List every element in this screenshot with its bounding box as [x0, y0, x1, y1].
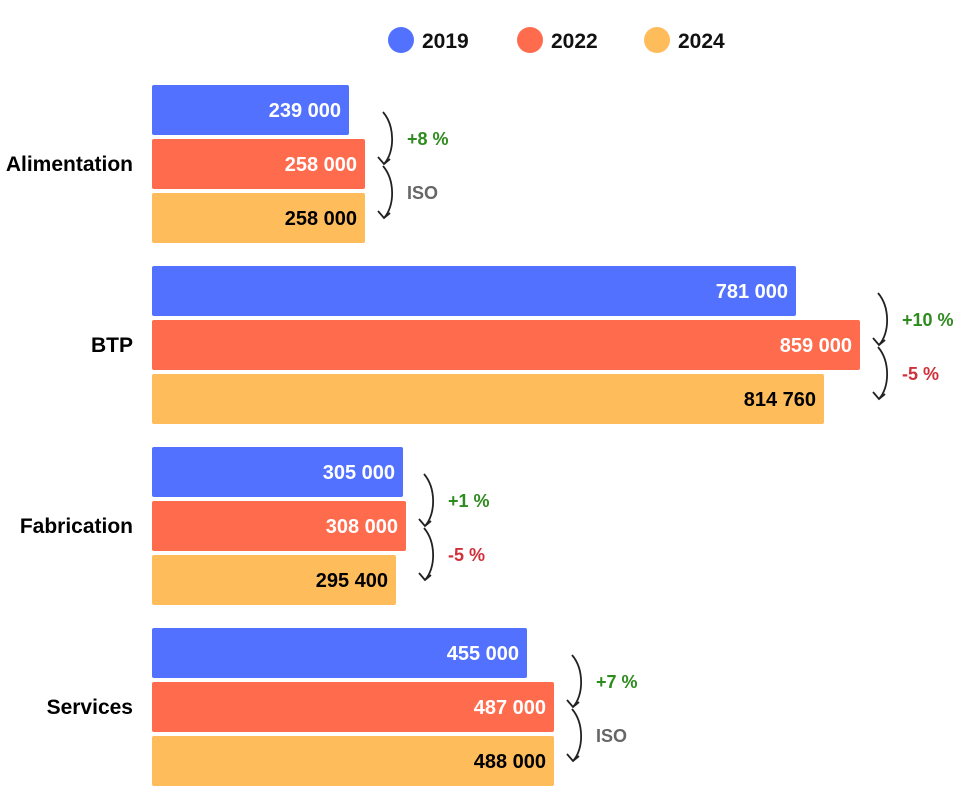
value-label-alimentation-2019: 239 000	[269, 100, 341, 122]
category-label-fabrication: Fabrication	[20, 515, 133, 538]
value-label-fabrication-2022: 308 000	[326, 516, 398, 538]
bar-alimentation-2022	[152, 139, 365, 189]
value-label-alimentation-2022: 258 000	[285, 154, 357, 176]
legend-item-2022: 2022	[517, 27, 598, 53]
bar-group-services: Services 455 000 487 000 488 000 +7 % ISO	[47, 628, 638, 786]
change-arrow-icon	[377, 111, 394, 166]
bar-btp-2022	[152, 320, 860, 370]
value-label-fabrication-2024: 295 400	[316, 570, 388, 592]
change-label-alimentation-1: +8 %	[407, 129, 449, 149]
value-label-btp-2022: 859 000	[780, 335, 852, 357]
legend-label-2022: 2022	[551, 30, 598, 53]
change-label-services-2: ISO	[596, 726, 627, 746]
value-label-services-2019: 455 000	[447, 643, 519, 665]
bar-group-fabrication: Fabrication 305 000 308 000 295 400 +1 % -5 %	[20, 447, 490, 605]
value-label-alimentation-2024: 258 000	[285, 208, 357, 230]
category-label-services: Services	[47, 696, 133, 719]
value-label-services-2024: 488 000	[474, 751, 546, 773]
value-label-services-2022: 487 000	[474, 697, 546, 719]
bar-services-2019	[152, 628, 527, 678]
change-label-services-1: +7 %	[596, 672, 638, 692]
bar-alimentation-2019	[152, 85, 349, 135]
category-label-alimentation: Alimentation	[6, 153, 133, 176]
bar-fabrication-2022	[152, 501, 406, 551]
legend-label-2019: 2019	[422, 30, 469, 53]
value-label-fabrication-2019: 305 000	[323, 462, 395, 484]
value-label-btp-2019: 781 000	[716, 281, 788, 303]
change-arrow-icon	[418, 527, 435, 582]
change-arrow-icon	[418, 473, 435, 528]
bar-btp-2019	[152, 266, 796, 316]
category-label-btp: BTP	[91, 334, 133, 357]
value-label-btp-2024: 814 760	[744, 389, 816, 411]
change-label-fabrication-2: -5 %	[448, 545, 485, 565]
bar-services-2024	[152, 736, 554, 786]
change-label-alimentation-2: ISO	[407, 183, 438, 203]
legend-swatch-2019	[388, 27, 414, 53]
bar-alimentation-2024	[152, 193, 365, 243]
legend-item-2024: 2024	[644, 27, 725, 53]
bar-group-alimentation: Alimentation 239 000 258 000 258 000 +8 % ISO	[6, 85, 449, 243]
change-label-fabrication-1: +1 %	[448, 491, 490, 511]
change-arrow-icon	[566, 654, 583, 709]
bar-fabrication-2024	[152, 555, 396, 605]
legend-label-2024: 2024	[678, 30, 725, 53]
change-arrow-icon	[377, 165, 394, 220]
change-arrow-icon	[872, 346, 889, 401]
legend-item-2019: 2019	[388, 27, 469, 53]
change-label-btp-2: -5 %	[902, 364, 939, 384]
legend-swatch-2024	[644, 27, 670, 53]
bar-services-2022	[152, 682, 554, 732]
legend-swatch-2022	[517, 27, 543, 53]
bar-btp-2024	[152, 374, 824, 424]
change-arrow-icon	[872, 292, 889, 347]
change-label-btp-1: +10 %	[902, 310, 954, 330]
change-arrow-icon	[566, 708, 583, 763]
bar-group-btp: BTP 781 000 859 000 814 760 +10 % -5 %	[91, 266, 954, 424]
bar-fabrication-2019	[152, 447, 403, 497]
